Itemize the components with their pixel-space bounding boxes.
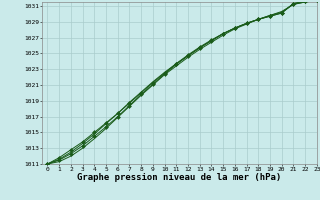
X-axis label: Graphe pression niveau de la mer (hPa): Graphe pression niveau de la mer (hPa)	[77, 173, 281, 182]
